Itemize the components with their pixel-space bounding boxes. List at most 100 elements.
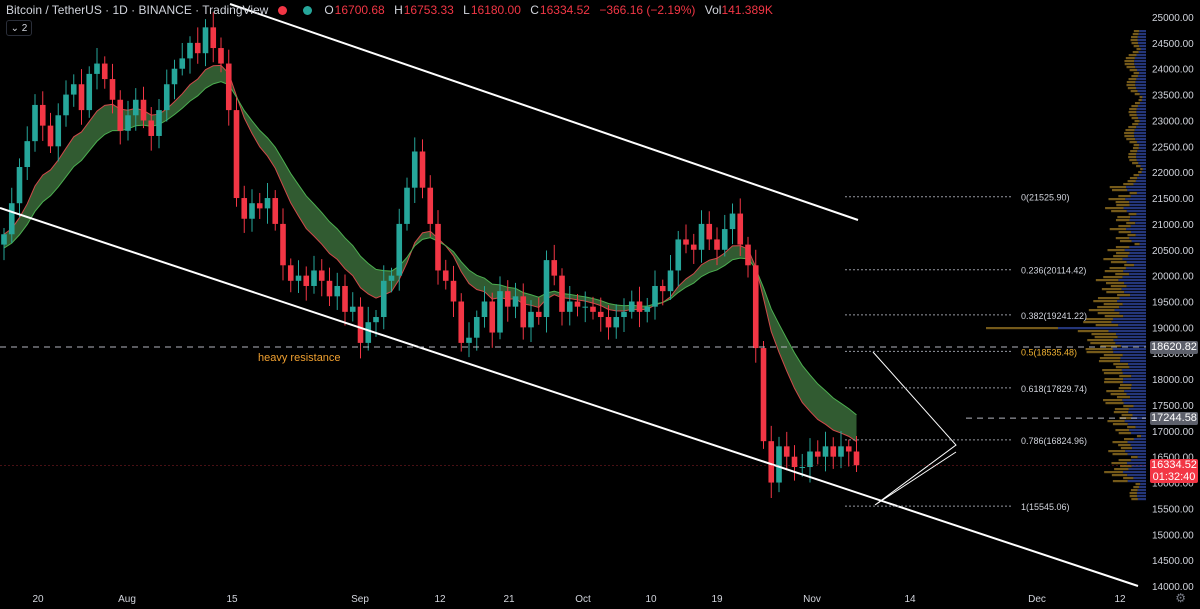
candle-body [63,94,69,116]
fib-level-label: 0.618(17829.74) [1021,384,1087,394]
candle-body [39,104,46,126]
price-tick-label: 22500.00 [1152,142,1194,153]
alert-dot-icon[interactable] [278,5,288,15]
candle-body [171,68,178,85]
candle-body [597,311,604,318]
volume-value: 141.389K [721,3,773,17]
candle-body [621,311,627,318]
candle-body [342,285,348,312]
candle-body [745,244,751,266]
candle-body [442,270,449,281]
date-tick-label: 12 [1114,594,1126,605]
close-value: 16334.52 [539,3,590,17]
date-tick-label: Dec [1028,594,1046,605]
candle-body [783,446,790,457]
settings-gear-icon[interactable]: ⚙ [1175,591,1186,605]
fib-level-label: 0.382(19241.22) [1021,311,1087,321]
candle-body [70,84,77,95]
candle-body [528,311,534,328]
fib-level-label: 1(15545.06) [1021,502,1070,512]
candle-body [814,451,821,457]
candle-body [8,203,15,235]
candle-body [690,244,697,250]
candle-body [853,451,860,466]
candle-body [140,99,147,121]
open-label: O [324,3,334,17]
candle-body [481,301,488,318]
candle-body [47,125,54,147]
candle-body [574,301,581,307]
candle-body [365,322,372,343]
price-tick-label: 17000.00 [1152,427,1194,438]
candle-body [311,270,317,286]
candle-body [466,337,472,343]
price-tick-label: 20000.00 [1152,272,1194,283]
candle-body [535,311,542,318]
candle-body [799,467,806,469]
candle-body [458,301,465,343]
candle-body [78,84,85,111]
date-tick-label: Sep [351,594,369,605]
candle-body [450,280,457,302]
candle-body [218,48,224,64]
price-tick-label: 21500.00 [1152,194,1194,205]
candle-body [388,275,395,281]
price-tick-label: 24000.00 [1152,65,1194,76]
price-tick-label: 24500.00 [1152,39,1194,50]
candle-body [613,317,620,328]
indicator-collapse-button[interactable]: ⌄ 2 [6,20,32,36]
price-tick-label: 18500.00 [1152,349,1194,360]
candle-body [241,198,248,219]
candle-body [249,203,255,219]
price-tick-label: 19000.00 [1152,323,1194,334]
candle-body [504,291,511,307]
candle-body [582,306,589,308]
candle-body [264,198,271,209]
price-tick-label: 22000.00 [1152,168,1194,179]
upper-channel-line [229,3,859,221]
candle-body [125,115,131,131]
candle-body [287,265,294,281]
wedge-lines [872,351,957,506]
candle-body [109,79,116,100]
candle-body [156,110,162,136]
candle-body [543,260,550,318]
candle-body [94,63,100,74]
candle-body [489,301,496,333]
high-label: H [394,3,403,17]
date-tick-label: 14 [904,594,916,605]
candle-body [256,203,263,209]
date-tick-label: Nov [803,594,821,605]
close-label: C [530,3,539,17]
status-dot-icon[interactable] [303,5,313,15]
candle-body [791,456,798,468]
candle-body [551,260,558,276]
candle-body [349,306,356,312]
candle-body [233,110,240,199]
candle-body [590,306,596,312]
candle-body [373,317,379,323]
fib-retracement[interactable]: 0(21525.90) 0.236(20114.42) 0.382(19241.22… [845,193,1087,512]
price-tick-label: 15000.00 [1152,530,1194,541]
candle-body [512,296,519,307]
candle-body [435,223,441,271]
price-tick-label: 16000.00 [1152,479,1194,490]
current-price-value: 16334.52 [1151,459,1197,471]
date-tick-label: Oct [575,594,591,605]
candle-body [752,265,759,349]
price-tick-label: 21000.00 [1152,220,1194,231]
candle-body [24,141,31,168]
symbol-title[interactable]: Bitcoin / TetherUS · 1D · BINANCE · Trad… [6,3,269,17]
price-tick-label: 25000.00 [1152,13,1194,24]
candle-body [520,296,527,328]
fib-level-label: 0.236(20114.42) [1021,266,1086,276]
date-tick-label: 10 [645,594,657,605]
price-tick-label: 23500.00 [1152,91,1194,102]
date-tick-label: 15 [226,594,238,605]
candle-body [822,446,829,457]
candle-body [605,317,612,328]
date-tick-label: Aug [118,594,136,605]
candle-body [132,99,139,116]
